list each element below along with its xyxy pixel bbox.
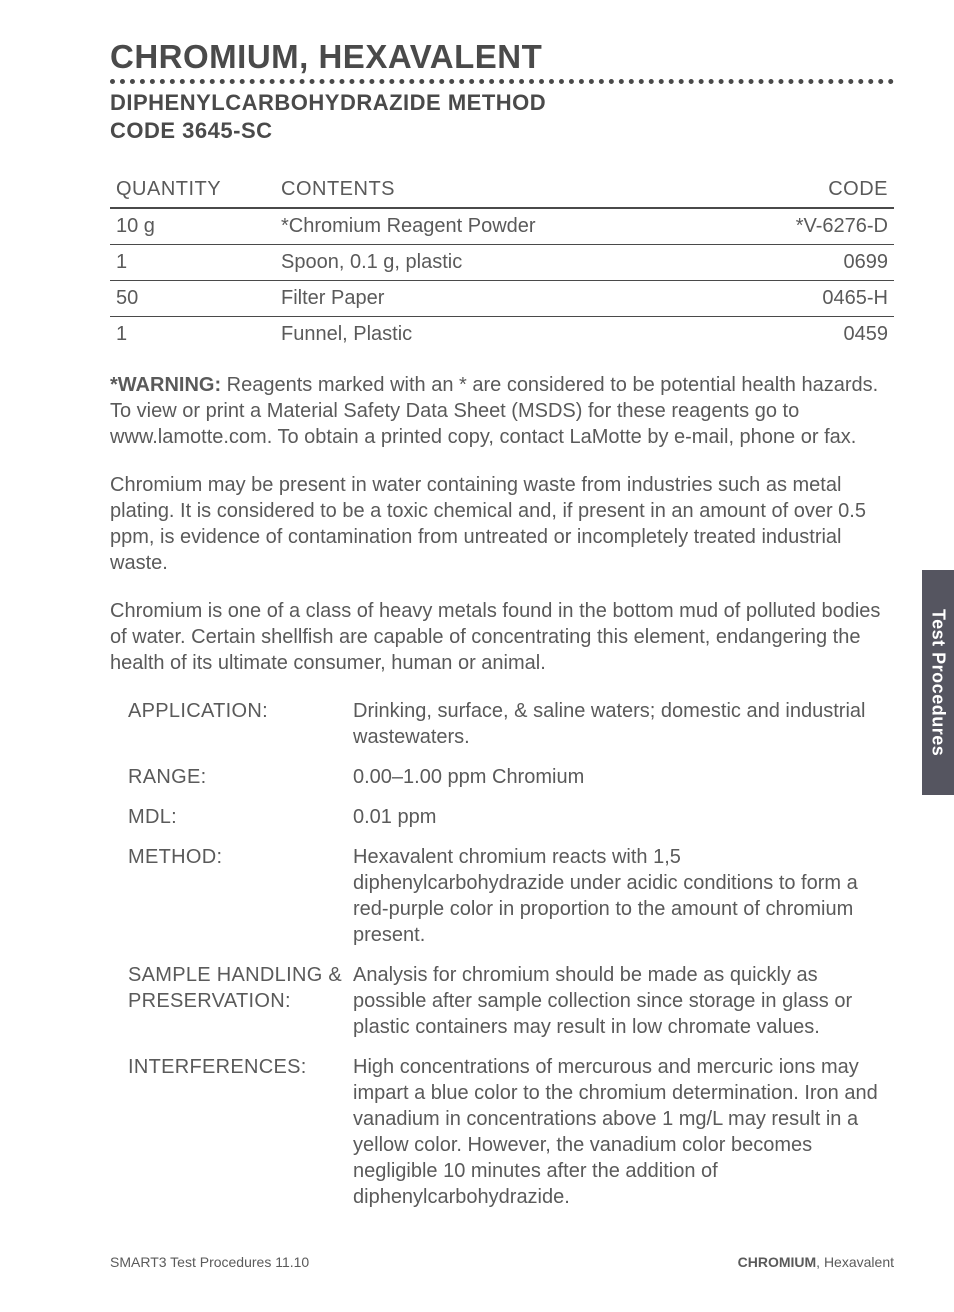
dotted-divider bbox=[110, 79, 894, 84]
spec-row: METHOD: Hexavalent chromium reacts with … bbox=[128, 844, 894, 948]
footer: SMART3 Test Procedures 11.10 CHROMIUM, H… bbox=[0, 1254, 954, 1270]
title-block: CHROMIUM, HEXAVALENT DIPHENYLCARBOHYDRAZ… bbox=[110, 38, 894, 144]
contents-table: QUANTITY CONTENTS CODE 10 g *Chromium Re… bbox=[110, 172, 894, 352]
table-row: 1 Funnel, Plastic 0459 bbox=[110, 317, 894, 353]
footer-right-bold: CHROMIUM bbox=[738, 1254, 817, 1270]
cell-qty: 50 bbox=[110, 281, 275, 317]
footer-left: SMART3 Test Procedures 11.10 bbox=[110, 1254, 309, 1270]
spec-label: INTERFERENCES: bbox=[128, 1054, 353, 1210]
spec-label: RANGE: bbox=[128, 764, 353, 790]
spec-label: SAMPLE HANDLING & PRESERVATION: bbox=[128, 962, 353, 1040]
spec-value: Analysis for chromium should be made as … bbox=[353, 962, 894, 1040]
code-subtitle: CODE 3645-SC bbox=[110, 118, 894, 144]
cell-code: 0465-H bbox=[754, 281, 894, 317]
spec-table: APPLICATION: Drinking, surface, & saline… bbox=[128, 698, 894, 1210]
cell-code: 0459 bbox=[754, 317, 894, 353]
cell-contents: Funnel, Plastic bbox=[275, 317, 754, 353]
cell-code: *V-6276-D bbox=[754, 208, 894, 245]
warning-paragraph: *WARNING: Reagents marked with an * are … bbox=[110, 372, 894, 450]
cell-contents: Filter Paper bbox=[275, 281, 754, 317]
body-paragraph-1: Chromium may be present in water contain… bbox=[110, 472, 894, 576]
spec-value: 0.00–1.00 ppm Chromium bbox=[353, 764, 894, 790]
spec-row: INTERFERENCES: High concentrations of me… bbox=[128, 1054, 894, 1210]
spec-value: High concentrations of mercurous and mer… bbox=[353, 1054, 894, 1210]
warning-text: Reagents marked with an * are considered… bbox=[110, 374, 878, 448]
table-row: 50 Filter Paper 0465-H bbox=[110, 281, 894, 317]
header-code: CODE bbox=[754, 172, 894, 208]
table-row: 10 g *Chromium Reagent Powder *V-6276-D bbox=[110, 208, 894, 245]
footer-right-rest: , Hexavalent bbox=[816, 1254, 894, 1270]
spec-row: MDL: 0.01 ppm bbox=[128, 804, 894, 830]
body-paragraph-2: Chromium is one of a class of heavy meta… bbox=[110, 598, 894, 676]
spec-label: MDL: bbox=[128, 804, 353, 830]
header-quantity: QUANTITY bbox=[110, 172, 275, 208]
cell-code: 0699 bbox=[754, 245, 894, 281]
spec-label: METHOD: bbox=[128, 844, 353, 948]
table-row: 1 Spoon, 0.1 g, plastic 0699 bbox=[110, 245, 894, 281]
spec-row: SAMPLE HANDLING & PRESERVATION: Analysis… bbox=[128, 962, 894, 1040]
table-header-row: QUANTITY CONTENTS CODE bbox=[110, 172, 894, 208]
footer-right: CHROMIUM, Hexavalent bbox=[738, 1254, 894, 1270]
spec-value: 0.01 ppm bbox=[353, 804, 894, 830]
cell-qty: 1 bbox=[110, 317, 275, 353]
cell-qty: 1 bbox=[110, 245, 275, 281]
cell-contents: Spoon, 0.1 g, plastic bbox=[275, 245, 754, 281]
cell-contents: *Chromium Reagent Powder bbox=[275, 208, 754, 245]
spec-row: APPLICATION: Drinking, surface, & saline… bbox=[128, 698, 894, 750]
spec-value: Drinking, surface, & saline waters; dome… bbox=[353, 698, 894, 750]
cell-qty: 10 g bbox=[110, 208, 275, 245]
spec-label: APPLICATION: bbox=[128, 698, 353, 750]
header-contents: CONTENTS bbox=[275, 172, 754, 208]
side-tab: Test Procedures bbox=[922, 570, 954, 795]
warning-label: *WARNING: bbox=[110, 374, 221, 396]
spec-row: RANGE: 0.00–1.00 ppm Chromium bbox=[128, 764, 894, 790]
main-title: CHROMIUM, HEXAVALENT bbox=[110, 38, 894, 76]
method-subtitle: DIPHENYLCARBOHYDRAZIDE METHOD bbox=[110, 90, 894, 116]
spec-value: Hexavalent chromium reacts with 1,5 diph… bbox=[353, 844, 894, 948]
